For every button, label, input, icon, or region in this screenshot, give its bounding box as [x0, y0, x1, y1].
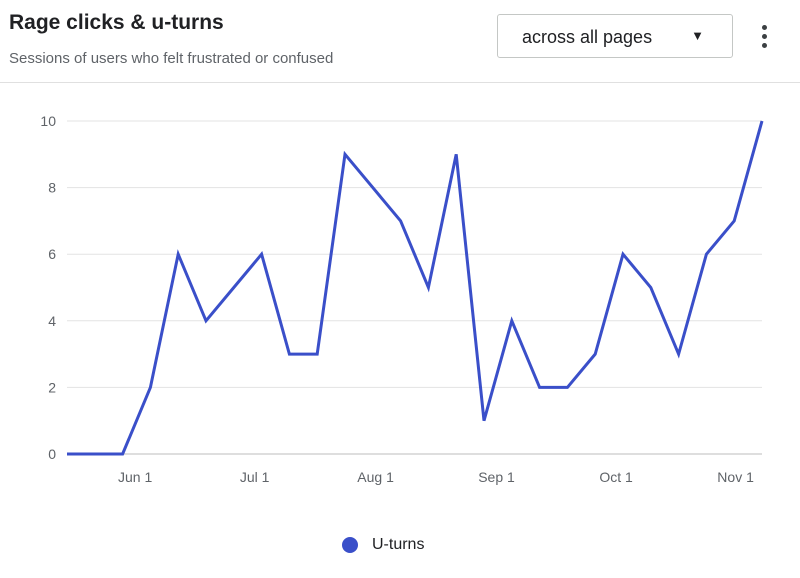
series-line-u-turns [67, 120, 764, 456]
y-tick-label: 6 [48, 246, 56, 262]
y-tick-label: 10 [40, 113, 56, 129]
chart-title: Rage clicks & u-turns [9, 11, 224, 34]
y-tick-label: 8 [48, 180, 56, 196]
kebab-dot [762, 25, 767, 30]
y-tick-label: 0 [48, 446, 56, 462]
x-tick-label: Aug 1 [357, 469, 394, 485]
legend-label: U-turns [372, 536, 425, 553]
chart-subtitle: Sessions of users who felt frustrated or… [9, 50, 334, 67]
x-tick-label: Jul 1 [240, 469, 270, 485]
dropdown-selected-value: across all pages [522, 27, 653, 47]
x-tick-label: Oct 1 [599, 469, 633, 485]
x-tick-label: Jun 1 [118, 469, 152, 485]
triangle-down-icon: ▼ [691, 28, 704, 43]
page-scope-dropdown[interactable]: across all pages ▼ [497, 14, 733, 58]
card-header: Rage clicks & u-turns Sessions of users … [0, 0, 800, 83]
x-tick-label: Sep 1 [478, 469, 515, 485]
x-tick-label: Nov 1 [717, 469, 754, 485]
more-vert-icon[interactable] [752, 22, 776, 52]
kebab-dot [762, 34, 767, 39]
legend-swatch [342, 537, 358, 553]
y-tick-label: 2 [48, 379, 56, 395]
kebab-dot [762, 43, 767, 48]
y-tick-label: 4 [48, 313, 56, 329]
line-chart: 0 2 4 6 8 10 Jun 1 Jul 1 Aug 1 Sep 1 Oct 1 Nov 1 [40, 113, 764, 485]
